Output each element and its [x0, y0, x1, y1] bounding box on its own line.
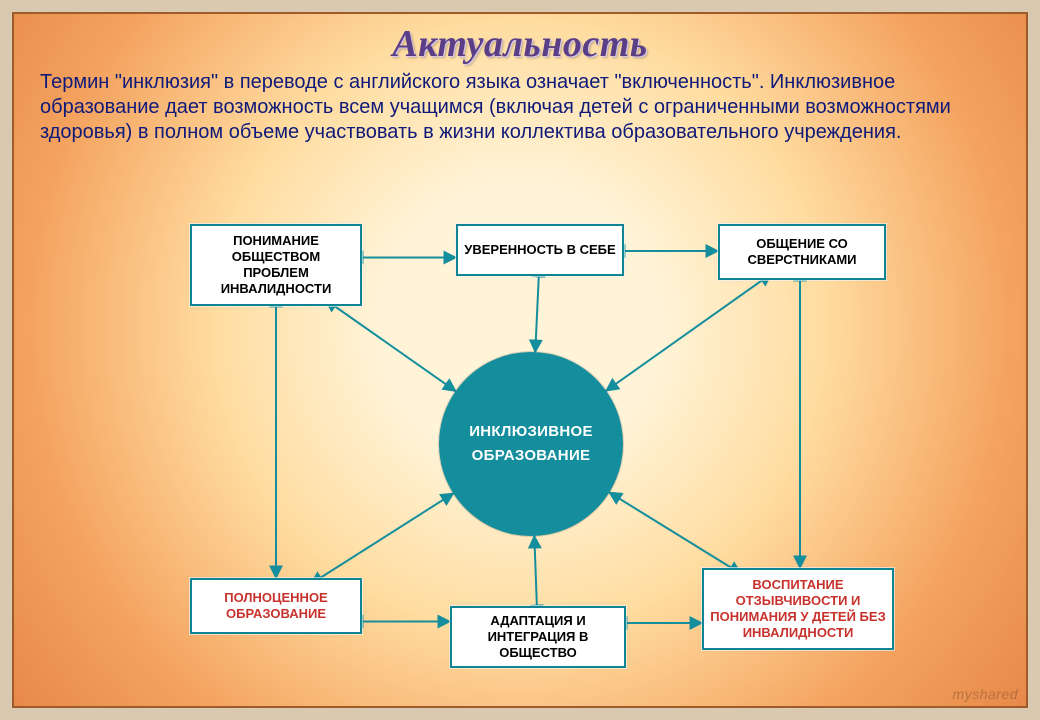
- body-text: Термин "инклюзия" в переводе с английско…: [40, 70, 1000, 145]
- diagram-node: ПОЛНОЦЕННОЕ ОБРАЗОВАНИЕ: [190, 578, 362, 634]
- diagram: ИНКЛЮЗИВНОЕ ОБРАЗОВАНИЕ ПОНИМАНИЕ ОБЩЕСТВ…: [134, 206, 914, 688]
- diagram-edge: [534, 536, 537, 606]
- diagram-node: ПОНИМАНИЕ ОБЩЕСТВОМ ПРОБЛЕМ ИНВАЛИДНОСТИ: [190, 224, 362, 306]
- diagram-node: АДАПТАЦИЯ И ИНТЕГРАЦИЯ В ОБЩЕСТВО: [450, 606, 626, 668]
- diagram-node-label: ПОНИМАНИЕ ОБЩЕСТВОМ ПРОБЛЕМ ИНВАЛИДНОСТИ: [198, 233, 354, 298]
- diagram-edge: [609, 492, 731, 568]
- center-node: ИНКЛЮЗИВНОЕ ОБРАЗОВАНИЕ: [439, 352, 623, 536]
- page-title: Актуальность: [392, 22, 647, 66]
- watermark: myshared: [953, 686, 1018, 702]
- diagram-node-label: ОБЩЕНИЕ СО СВЕРСТНИКАМИ: [726, 236, 878, 269]
- diagram-node: УВЕРЕННОСТЬ В СЕБЕ: [456, 224, 624, 276]
- diagram-node-label: УВЕРЕННОСТЬ В СЕБЕ: [464, 242, 615, 258]
- diagram-edge: [535, 276, 539, 352]
- slide-frame: Актуальность Термин "инклюзия" в перевод…: [12, 12, 1028, 708]
- diagram-edge: [320, 493, 453, 578]
- diagram-node-label: АДАПТАЦИЯ И ИНТЕГРАЦИЯ В ОБЩЕСТВО: [458, 613, 618, 662]
- diagram-node: ОБЩЕНИЕ СО СВЕРСТНИКАМИ: [718, 224, 886, 280]
- slide-outer: Актуальность Термин "инклюзия" в перевод…: [0, 0, 1040, 720]
- diagram-node-label: ПОЛНОЦЕННОЕ ОБРАЗОВАНИЕ: [198, 590, 354, 623]
- diagram-edge: [606, 280, 762, 391]
- diagram-node-label: ВОСПИТАНИЕ ОТЗЫВЧИВОСТИ И ПОНИМАНИЯ У ДЕ…: [710, 577, 886, 642]
- diagram-node: ВОСПИТАНИЕ ОТЗЫВЧИВОСТИ И ПОНИМАНИЯ У ДЕ…: [702, 568, 894, 650]
- center-node-label: ИНКЛЮЗИВНОЕ ОБРАЗОВАНИЕ: [469, 420, 593, 468]
- diagram-edge: [334, 306, 455, 391]
